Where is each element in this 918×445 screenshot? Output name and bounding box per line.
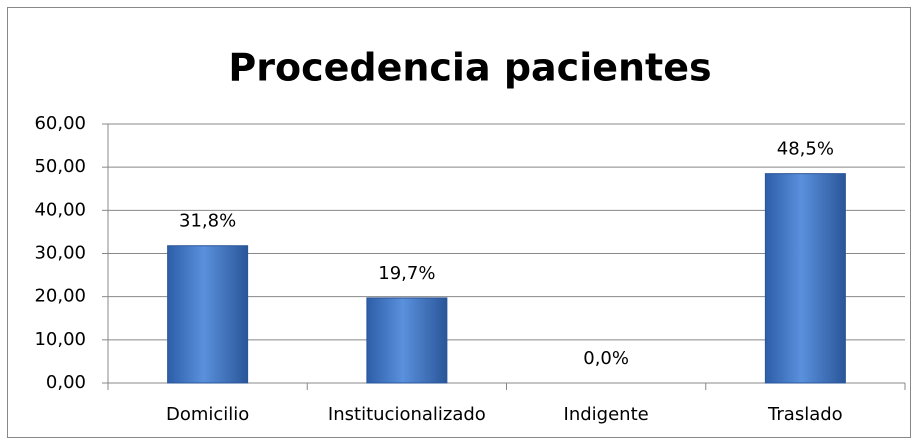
x-tick-label: Indigente [564,404,649,425]
x-tick-label: Traslado [767,404,843,425]
data-label: 48,5% [777,139,834,160]
y-tick-label: 0,00 [46,372,86,393]
data-label: 19,7% [378,263,435,284]
y-tick-label: 30,00 [34,243,86,264]
chart-title: Procedencia pacientes [228,46,711,90]
chart-frame [7,7,911,438]
y-tick-label: 20,00 [34,286,86,307]
bar [366,297,448,384]
data-label: 31,8% [179,211,236,232]
bar [167,245,249,384]
y-tick-label: 60,00 [34,113,86,134]
y-tick-label: 40,00 [34,199,86,220]
data-label: 0,0% [583,348,629,369]
y-tick-label: 50,00 [34,156,86,177]
bar [764,173,846,384]
x-tick-label: Institucionalizado [328,404,486,425]
x-tick-label: Domicilio [166,404,249,425]
y-tick-label: 10,00 [34,329,86,350]
